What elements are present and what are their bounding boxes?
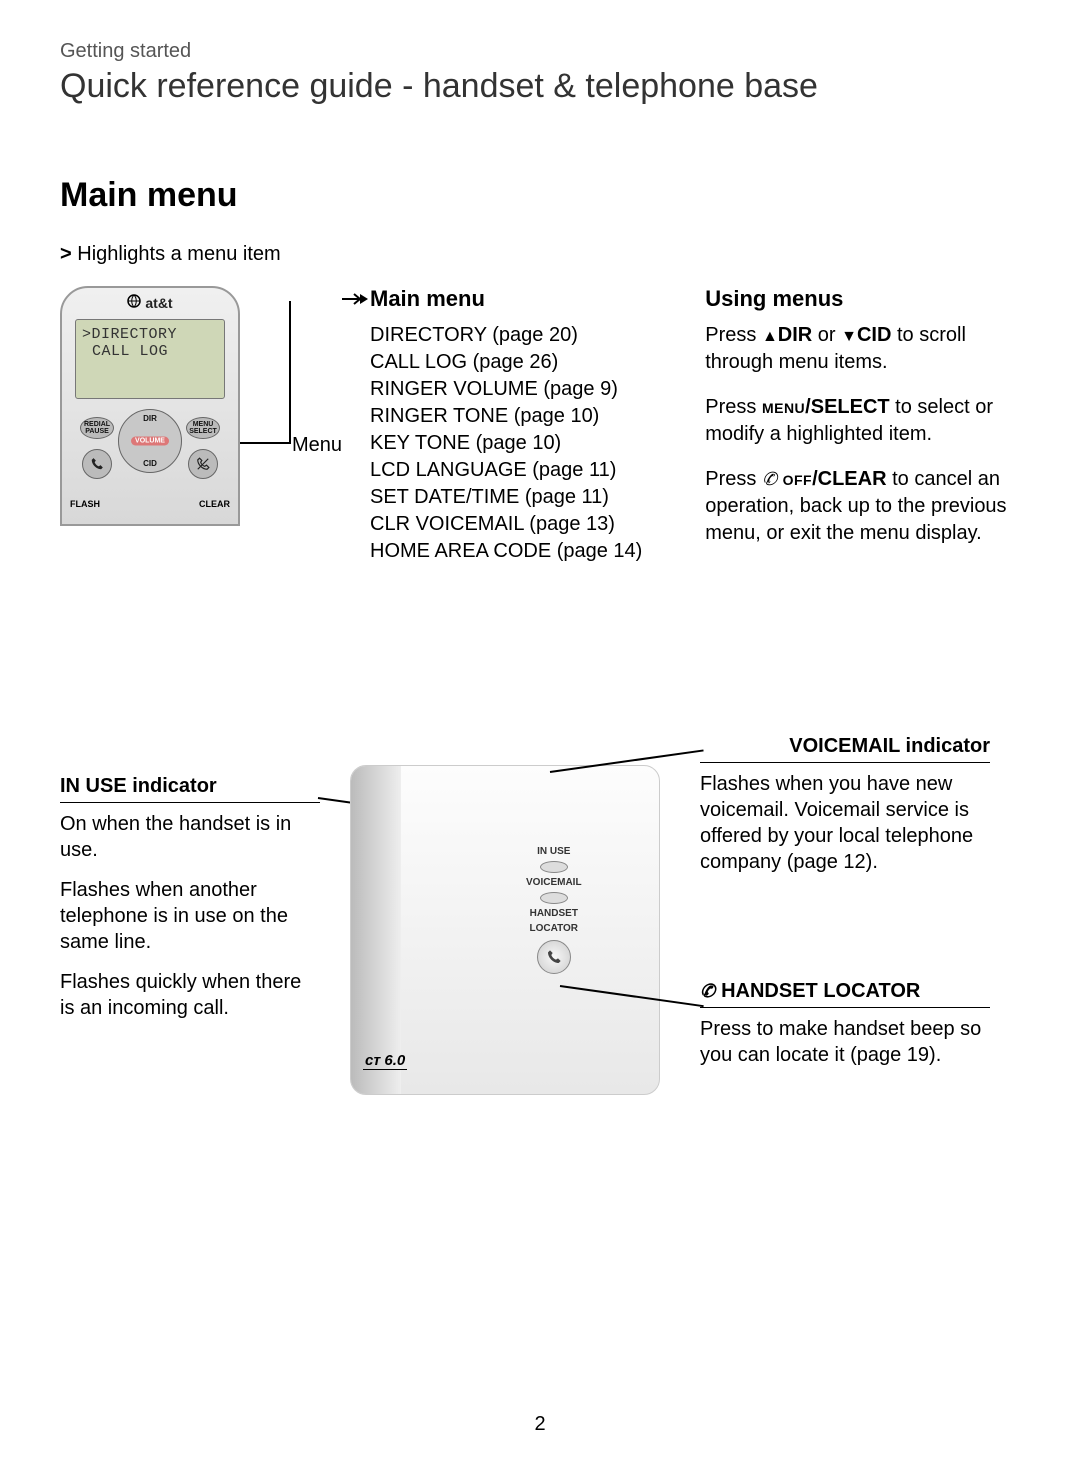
handset-brand: at&t xyxy=(62,288,238,315)
voicemail-callout: VOICEMAIL indicator Flashes when you hav… xyxy=(700,735,990,889)
inuse-callout: IN USE indicator On when the handset is … xyxy=(60,775,320,1035)
locator-p1: Press to make handset beep so you can lo… xyxy=(700,1016,990,1068)
clear-button xyxy=(188,449,218,479)
using-menus-p2: Press menu/SELECT to select or modify a … xyxy=(705,394,1020,448)
menu-item: CLR VOICEMAIL (page 13) xyxy=(370,511,655,538)
menu-item: CALL LOG (page 26) xyxy=(370,349,655,376)
bottom-section: IN USE indicator On when the handset is … xyxy=(60,735,1020,1155)
triangle-down-icon xyxy=(841,324,857,346)
dpad-dir: DIR xyxy=(143,414,157,423)
menu-item: LCD LANGUAGE (page 11) xyxy=(370,457,655,484)
clear-label: CLEAR xyxy=(199,499,230,509)
locator-callout: HANDSET LOCATOR Press to make handset be… xyxy=(700,980,990,1082)
using-menus-p1: Press DIR or CID to scroll through menu … xyxy=(705,322,1020,376)
menu-item: DIRECTORY (page 20) xyxy=(370,322,655,349)
brand-text: at&t xyxy=(145,295,172,311)
dpad: DIR VOLUME CID xyxy=(118,409,182,473)
inuse-p3: Flashes quickly when there is an incomin… xyxy=(60,969,320,1021)
screen-line1: DIRECTORY xyxy=(82,326,218,343)
phone-icon xyxy=(700,980,715,1003)
menu-item: SET DATE/TIME (page 11) xyxy=(370,484,655,511)
main-menu-list: DIRECTORY (page 20) CALL LOG (page 26) R… xyxy=(370,322,655,565)
handset-locator-button xyxy=(537,940,571,974)
page-number: 2 xyxy=(534,1413,545,1436)
highlight-symbol: > xyxy=(60,243,72,265)
screen-line2: CALL LOG xyxy=(82,343,218,360)
dect-label: ᴄᴛ 6.0 xyxy=(363,1052,407,1070)
phone-icon xyxy=(762,468,777,490)
handset-bottom-labels: FLASH CLEAR xyxy=(62,497,238,509)
triangle-up-icon xyxy=(762,324,778,346)
menu-item: KEY TONE (page 10) xyxy=(370,430,655,457)
main-menu-list-col: Main menu DIRECTORY (page 20) CALL LOG (… xyxy=(370,286,655,565)
voicemail-label: VOICEMAIL xyxy=(526,877,582,888)
flash-label: FLASH xyxy=(70,499,100,509)
inuse-heading: IN USE indicator xyxy=(60,775,320,803)
highlight-note: > Highlights a menu item xyxy=(60,243,1020,266)
main-menu-callout xyxy=(342,292,370,306)
menu-select-button: MENU SELECT xyxy=(186,417,220,439)
using-menus-heading: Using menus xyxy=(705,286,1020,312)
menu-item: HOME AREA CODE (page 14) xyxy=(370,538,655,565)
handset-icon xyxy=(546,949,562,965)
base-labels: IN USE VOICEMAIL HANDSET LOCATOR xyxy=(526,846,582,978)
inuse-led xyxy=(540,861,568,873)
inuse-p1: On when the handset is in use. xyxy=(60,811,320,863)
nav-cluster: REDIAL PAUSE MENU SELECT DIR VOLUME CID xyxy=(80,407,220,497)
using-menus-p3: Press off/CLEAR to cancel an operation, … xyxy=(705,466,1020,547)
locator-label2: LOCATOR xyxy=(526,923,582,934)
breadcrumb: Getting started xyxy=(60,40,1020,63)
phone-button xyxy=(82,449,112,479)
redial-pause-button: REDIAL PAUSE xyxy=(80,417,114,439)
menu-item: RINGER TONE (page 10) xyxy=(370,403,655,430)
handset-screen: DIRECTORY CALL LOG xyxy=(75,319,225,399)
base-illustration: ᴄᴛ 6.0 IN USE VOICEMAIL HANDSET LOCATOR xyxy=(350,765,660,1095)
highlight-note-text: Highlights a menu item xyxy=(77,243,280,265)
voicemail-led xyxy=(540,892,568,904)
top-row: at&t DIRECTORY CALL LOG REDIAL PAUSE MEN… xyxy=(60,286,1020,565)
connector-line xyxy=(240,298,360,458)
arrow-right-icon xyxy=(342,292,370,306)
section-heading-main-menu: Main menu xyxy=(60,176,1020,215)
inuse-p2: Flashes when another telephone is in use… xyxy=(60,877,320,955)
voicemail-p1: Flashes when you have new voicemail. Voi… xyxy=(700,771,990,875)
page-title: Quick reference guide - handset & teleph… xyxy=(60,67,1020,106)
handset-illustration: at&t DIRECTORY CALL LOG REDIAL PAUSE MEN… xyxy=(60,286,240,526)
main-menu-callout-title: Main menu xyxy=(370,286,655,312)
dpad-volume: VOLUME xyxy=(131,437,169,446)
globe-icon xyxy=(127,294,141,311)
locator-heading: HANDSET LOCATOR xyxy=(700,980,990,1008)
inuse-label: IN USE xyxy=(526,846,582,857)
voicemail-heading: VOICEMAIL indicator xyxy=(700,735,990,763)
locator-label1: HANDSET xyxy=(526,908,582,919)
dpad-cid: CID xyxy=(143,459,157,468)
menu-item: RINGER VOLUME (page 9) xyxy=(370,376,655,403)
using-menus-col: Using menus Press DIR or CID to scroll t… xyxy=(705,286,1020,565)
